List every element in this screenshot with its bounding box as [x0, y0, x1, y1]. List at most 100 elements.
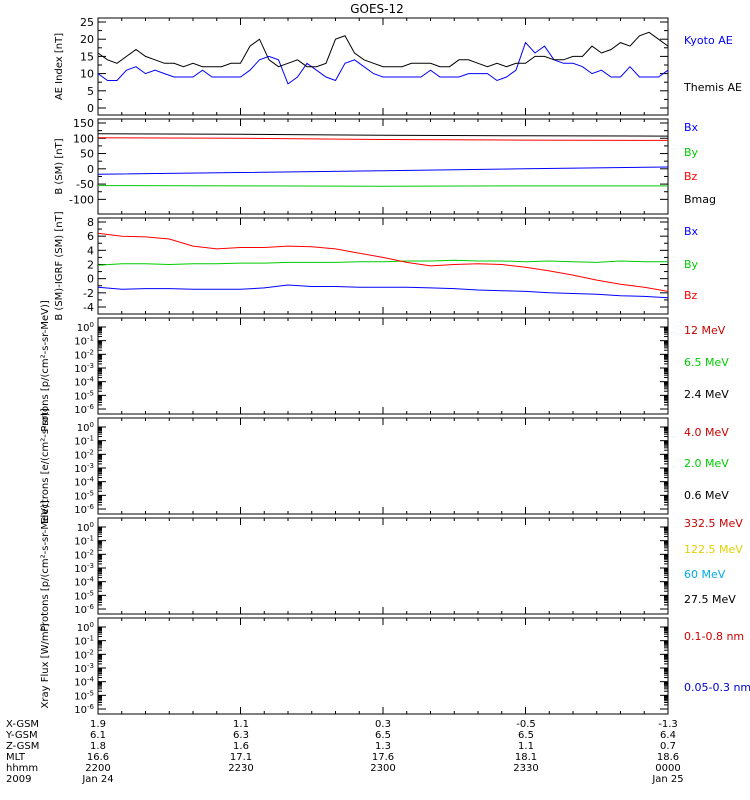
- footer-cell: 16.6: [87, 752, 109, 763]
- y-tick-label: 15: [80, 50, 94, 63]
- y-tick-label: 8: [87, 216, 94, 229]
- footer-cell: 17.1: [230, 752, 252, 763]
- legend-label: Themis AE: [683, 81, 742, 94]
- y-tick-label: -2: [83, 287, 94, 300]
- y-tick-label: 10-6: [74, 403, 94, 416]
- y-tick-label: 150: [73, 117, 94, 130]
- y-tick-label: 10: [80, 68, 94, 81]
- panel-frame: [97, 118, 669, 215]
- footer-cell: 0000: [655, 763, 680, 774]
- footer-row-label: Y-GSM: [5, 730, 38, 741]
- footer-cell: 18.1: [515, 752, 537, 763]
- footer-row-label: MLT: [6, 752, 26, 763]
- footer-cell: -1.3: [658, 719, 678, 730]
- footer-cell: 2230: [228, 763, 253, 774]
- y-tick-label: 100: [77, 421, 94, 434]
- legend-label: Bmag: [684, 193, 716, 206]
- y-tick-label: 10-1: [74, 435, 94, 448]
- y-tick-label: 0: [87, 273, 94, 286]
- footer-cell: 17.6: [372, 752, 394, 763]
- footer-cell: 2200: [85, 763, 110, 774]
- y-tick-label: 10-2: [74, 448, 94, 461]
- legend-label: Bx: [684, 225, 699, 238]
- series-line-by: [97, 259, 668, 266]
- legend-label: Bz: [684, 170, 698, 183]
- footer-cell: 1.1: [518, 741, 534, 752]
- panel-frame: [97, 417, 669, 515]
- footer-cell: 1.8: [90, 741, 106, 752]
- y-tick-label: 2: [87, 259, 94, 272]
- series-line-bmag: [97, 133, 669, 137]
- series-line-kyoto-ae: [97, 41, 669, 85]
- legend-label: 0.6 MeV: [684, 489, 729, 502]
- y-axis-title: B (SM) [nT]: [54, 138, 65, 194]
- y-tick-label: 10-3: [74, 662, 94, 675]
- y-axis-title: Protons [p/(cm²-s-sr-MeV)]: [40, 300, 51, 432]
- legend-label: By: [684, 146, 699, 159]
- series-line-bx: [97, 166, 669, 175]
- y-tick-label: 0: [87, 102, 94, 115]
- legend-label: 2.4 MeV: [684, 388, 729, 401]
- legend-label: 27.5 MeV: [684, 593, 736, 606]
- panel-frame: [97, 317, 669, 415]
- series-line-themis-ae: [97, 31, 669, 68]
- panel-1: 0 5 10 15 20 25 AE Index [nT] Kyoto AE Themis AE: [54, 16, 742, 116]
- y-tick-label: 100: [73, 132, 94, 145]
- panel-3: -4-202 468 B (SM)-IGRF (SM) [nT] Bx By Bz: [54, 211, 699, 320]
- legend-label: By: [684, 258, 699, 271]
- y-tick-label: 10-2: [74, 648, 94, 661]
- footer-cell: 18.6: [657, 752, 679, 763]
- legend-label: Bx: [684, 121, 699, 134]
- footer-cell: 6.3: [233, 730, 249, 741]
- footer-cell: 6.1: [90, 730, 106, 741]
- plot-title: GOES-12: [350, 2, 404, 16]
- legend-label: Bz: [684, 289, 698, 302]
- y-tick-label: 10-6: [74, 503, 94, 516]
- footer-cell: 1.9: [90, 719, 106, 730]
- y-axis-title: B (SM)-IGRF (SM) [nT]: [54, 211, 65, 320]
- y-tick-label: 10-3: [74, 462, 94, 475]
- panel-frame: [97, 217, 669, 315]
- y-tick-label: 10-3: [74, 362, 94, 375]
- y-tick-label: 6: [87, 230, 94, 243]
- y-axis-title: Xray Flux [W/m²]: [40, 623, 51, 708]
- y-tick-label: 10-6: [74, 703, 94, 716]
- y-tick-label: 25: [80, 16, 94, 29]
- y-tick-label: 100: [77, 321, 94, 334]
- footer-row-label: 2009: [6, 774, 31, 785]
- footer-cell: 0.3: [375, 719, 391, 730]
- legend-label: Kyoto AE: [684, 34, 733, 47]
- footer-cell: Jan 25: [651, 774, 683, 785]
- panel-frame: [97, 617, 669, 715]
- y-axis-title: AE Index [nT]: [54, 33, 65, 100]
- legend-label: 6.5 MeV: [684, 356, 729, 369]
- ephemeris-footer: X-GSMY-GSMZ-GSMMLThhmm20091.96.11.816.62…: [5, 719, 684, 785]
- footer-cell: 6.5: [518, 730, 534, 741]
- legend-label: 332.5 MeV: [684, 517, 743, 530]
- footer-cell: 1.6: [233, 741, 249, 752]
- panel-frame: [97, 517, 669, 615]
- y-tick-label: 10-4: [74, 376, 94, 389]
- series-line-bz: [97, 137, 669, 141]
- y-tick-label: 5: [87, 85, 94, 98]
- y-tick-label: 0: [87, 163, 94, 176]
- footer-cell: 1.1: [233, 719, 249, 730]
- y-tick-label: 10-1: [74, 535, 94, 548]
- y-tick-label: 10-5: [74, 489, 94, 502]
- y-axis-title: Protons [p/(cm²-s-sr-MeV)]: [40, 500, 51, 632]
- legend-label: 60 MeV: [684, 568, 726, 581]
- y-tick-label: 10-2: [74, 548, 94, 561]
- y-tick-label: -4: [83, 301, 94, 314]
- series-line-by: [97, 185, 668, 187]
- y-tick-label: 10-4: [74, 476, 94, 489]
- footer-cell: Jan 24: [81, 774, 113, 785]
- y-tick-label: 10-6: [74, 603, 94, 616]
- y-tick-label: 4: [87, 244, 94, 257]
- y-tick-label: -100: [69, 193, 94, 206]
- legend-label: 12 MeV: [684, 324, 726, 337]
